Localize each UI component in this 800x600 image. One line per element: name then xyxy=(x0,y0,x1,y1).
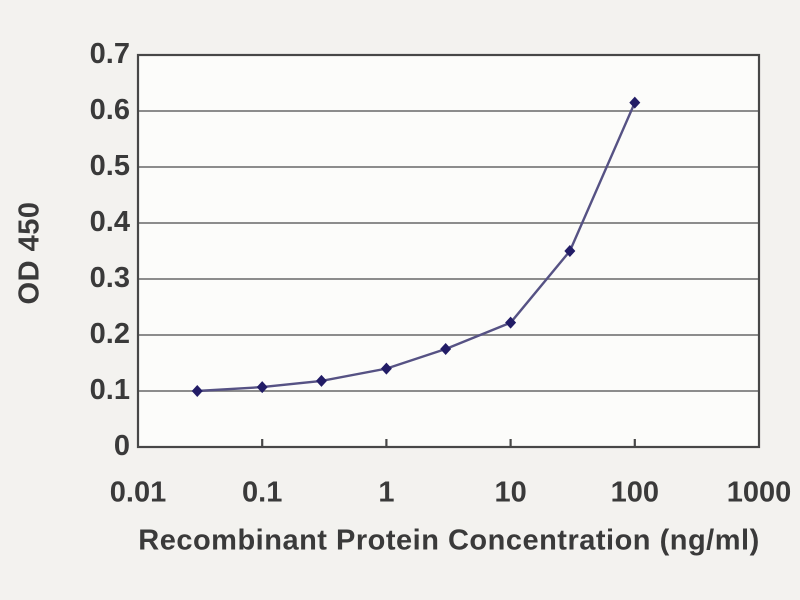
y-tick-label: 0.2 xyxy=(89,317,130,350)
x-tick-label: 10 xyxy=(494,476,527,509)
data-point-marker xyxy=(256,381,268,394)
x-tick-label: 0.01 xyxy=(109,476,167,509)
y-tick-label: 0.1 xyxy=(89,373,130,406)
y-axis-title: OD 450 xyxy=(13,201,46,305)
y-tick-label: 0.4 xyxy=(89,205,130,238)
data-point-marker xyxy=(505,316,517,329)
y-tick-label: 0.3 xyxy=(89,261,130,294)
data-point-marker xyxy=(191,385,203,397)
y-tick-label: 0.5 xyxy=(89,149,130,182)
data-point-marker xyxy=(440,343,452,355)
data-point-marker xyxy=(629,96,641,109)
y-tick-label: 0.6 xyxy=(89,93,130,126)
plot-background xyxy=(138,55,759,447)
plot-border xyxy=(136,53,761,449)
y-tick-label: 0.7 xyxy=(89,37,130,70)
x-tick-label: 0.1 xyxy=(242,476,283,509)
series-line xyxy=(196,101,636,393)
y-tick-label: 0 xyxy=(113,429,130,462)
data-point-marker xyxy=(380,362,392,375)
data-point-marker xyxy=(315,374,327,387)
data-point-marker xyxy=(564,245,576,257)
x-tick-label: 100 xyxy=(610,476,659,509)
x-tick-label: 1 xyxy=(378,476,395,509)
x-tick-label: 1000 xyxy=(726,476,792,509)
x-axis-title: Recombinant Protein Concentration (ng/ml… xyxy=(138,524,760,557)
